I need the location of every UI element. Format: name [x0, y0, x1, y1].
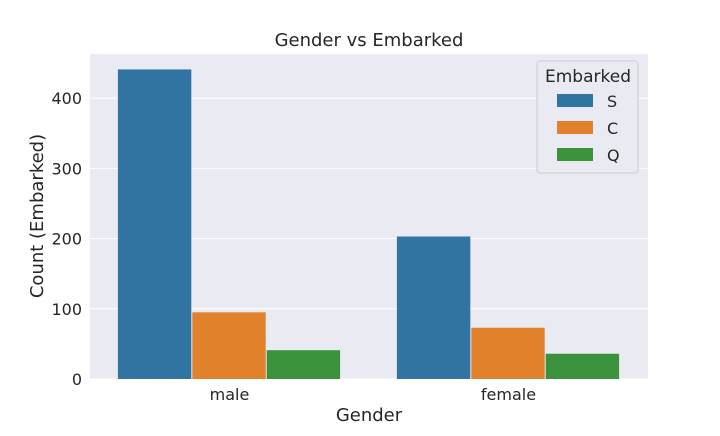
bar-female-S	[396, 236, 471, 379]
y-tick-label: 400	[51, 89, 82, 108]
y-tick-label: 0	[72, 370, 82, 389]
legend-items: SCQ	[557, 92, 620, 165]
y-tick-label: 300	[51, 159, 82, 178]
bar-female-Q	[545, 353, 620, 379]
bar-male-S	[117, 69, 192, 380]
y-axis-ticks: 0 100 200 300 400	[51, 89, 82, 389]
legend: Embarked SCQ	[536, 60, 639, 174]
bar-male-C	[192, 312, 266, 379]
x-axis-ticks: male female	[210, 385, 536, 404]
bars	[117, 69, 620, 380]
x-tick-label: male	[210, 385, 250, 404]
legend-swatch-S	[557, 94, 593, 107]
legend-title: Embarked	[545, 67, 631, 87]
legend-label-C: C	[607, 119, 618, 138]
y-tick-label: 200	[51, 230, 82, 249]
legend-label-Q: Q	[607, 146, 620, 165]
y-tick-label: 100	[51, 300, 82, 319]
bar-female-C	[471, 327, 545, 379]
legend-swatch-Q	[557, 148, 593, 161]
chart-title: Gender vs Embarked	[275, 30, 464, 51]
legend-swatch-C	[557, 121, 593, 134]
x-tick-label: female	[481, 385, 536, 404]
legend-label-S: S	[607, 92, 617, 111]
y-axis-label: Count (Embarked)	[27, 134, 48, 298]
bar-male-Q	[266, 350, 341, 379]
legend-box	[536, 60, 639, 174]
x-axis-label: Gender	[336, 405, 403, 426]
